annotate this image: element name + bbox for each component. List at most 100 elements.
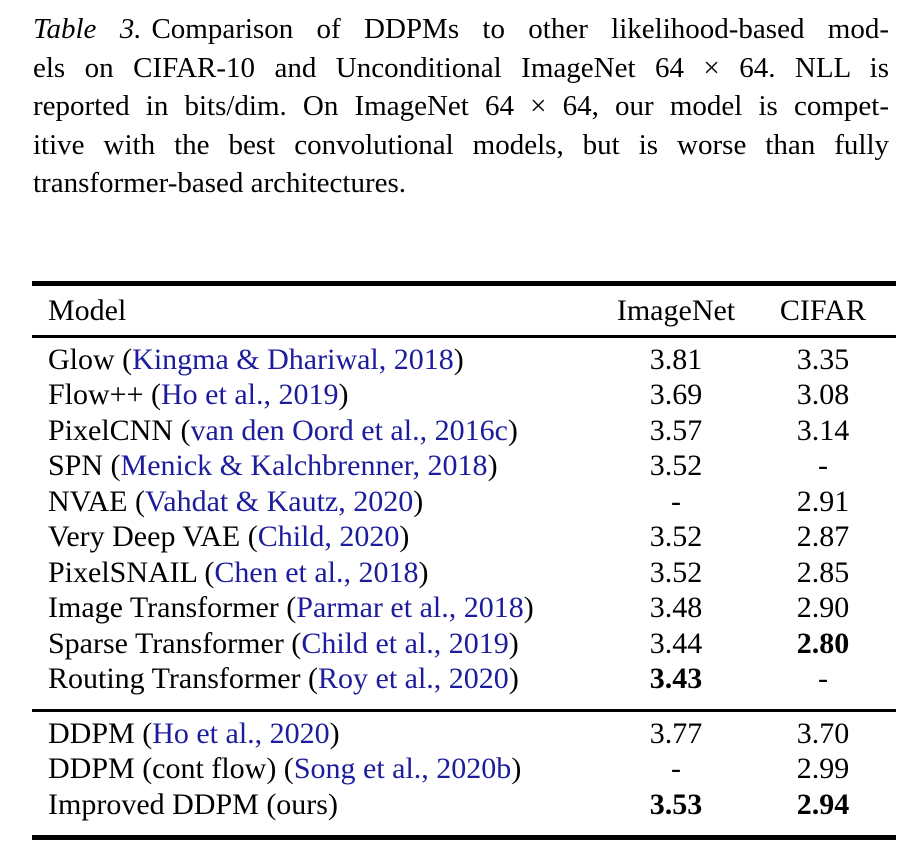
imagenet-value: 3.48: [649, 591, 703, 625]
imagenet-value: 3.57: [649, 413, 703, 447]
model-cell: NVAE (Vahdat & Kautz, 2020): [32, 485, 602, 519]
model-name-close: ): [453, 342, 464, 376]
model-name-close: ): [329, 716, 340, 750]
citation-link[interactable]: van den Oord et al., 2016c: [190, 413, 508, 447]
cifar-value: 2.99: [796, 752, 850, 786]
table-row: NVAE (Vahdat & Kautz, 2020) - 2.91: [32, 484, 896, 520]
table-header-row: Model ImageNet CIFAR: [32, 286, 896, 335]
table-caption: Table 3. Comparison of DDPMs to other lik…: [33, 10, 889, 203]
imagenet-value: 3.44: [649, 626, 703, 660]
cifar-value: 2.91: [796, 484, 850, 518]
model-name: Glow (: [48, 342, 133, 376]
model-cell: Very Deep VAE (Child, 2020): [32, 520, 602, 554]
model-name: DDPM (cont flow) (: [48, 752, 294, 786]
imagenet-value: 3.81: [649, 342, 703, 376]
table-row: SPN (Menick & Kalchbrenner, 2018) 3.52 -: [32, 449, 896, 485]
cifar-value: 3.70: [796, 716, 850, 750]
model-name-close: ): [508, 662, 519, 696]
imagenet-value: -: [671, 484, 681, 518]
caption-line: els on CIFAR-10 and Unconditional ImageN…: [33, 51, 889, 84]
results-table: Model ImageNet CIFAR Glow (Kingma & Dhar…: [32, 281, 896, 840]
citation-link[interactable]: Child, 2020: [257, 520, 400, 554]
column-header-model: Model: [48, 293, 127, 327]
cifar-value: 3.35: [796, 342, 850, 376]
citation-link[interactable]: Kingma & Dhariwal, 2018: [132, 342, 454, 376]
table-bottom-rule: [32, 834, 896, 840]
citation-link[interactable]: Child et al., 2019: [301, 626, 509, 660]
imagenet-value: 3.43: [649, 662, 703, 696]
column-header-cifar: CIFAR: [779, 293, 867, 327]
citation-link[interactable]: Chen et al., 2018: [214, 555, 419, 589]
caption-line: reported in bits/dim. On ImageNet 64 × 6…: [33, 90, 889, 122]
table-top-rule: [32, 281, 896, 286]
model-cell: PixelCNN (van den Oord et al., 2016c): [32, 414, 602, 448]
caption-line: Table 3. Comparison of DDPMs to other lik…: [33, 13, 889, 45]
model-name-close: ): [508, 626, 519, 660]
cifar-value: -: [818, 662, 828, 696]
table-row: Sparse Transformer (Child et al., 2019) 3…: [32, 626, 896, 662]
model-name: DDPM (: [48, 716, 153, 750]
citation-link[interactable]: Menick & Kalchbrenner, 2018: [120, 449, 488, 483]
cifar-value: 2.94: [796, 787, 850, 821]
table-row: DDPM (Ho et al., 2020) 3.77 3.70: [32, 716, 896, 752]
table-section-baselines: Glow (Kingma & Dhariwal, 2018) 3.81 3.35 Fl…: [32, 338, 896, 709]
model-name: Image Transformer (: [48, 591, 297, 625]
model-cell: Sparse Transformer (Child et al., 2019): [32, 627, 602, 661]
caption-table-label: Table 3.: [33, 13, 142, 45]
model-name-close: ): [399, 520, 410, 554]
citation-link[interactable]: Roy et al., 2020: [318, 662, 509, 696]
model-name: Improved DDPM (ours): [48, 787, 338, 821]
model-name: Flow++ (: [48, 378, 162, 412]
cifar-value: -: [818, 449, 828, 483]
citation-link[interactable]: Ho et al., 2020: [152, 716, 330, 750]
model-name: PixelSNAIL (: [48, 555, 215, 589]
imagenet-value: 3.52: [649, 555, 703, 589]
table-row: Very Deep VAE (Child, 2020) 3.52 2.87: [32, 520, 896, 556]
caption-line: transformer-based architectures.: [33, 167, 407, 199]
column-header-imagenet: ImageNet: [616, 293, 736, 327]
model-cell: DDPM (cont flow) (Song et al., 2020b): [32, 752, 602, 786]
model-name-close: ): [507, 413, 518, 447]
table-row: Routing Transformer (Roy et al., 2020) 3.…: [32, 662, 896, 698]
citation-link[interactable]: Ho et al., 2019: [161, 378, 339, 412]
cifar-value: 2.87: [796, 520, 850, 554]
model-name: PixelCNN (: [48, 413, 191, 447]
cifar-value: 3.08: [796, 378, 850, 412]
imagenet-value: 3.52: [649, 449, 703, 483]
model-name-close: ): [418, 555, 429, 589]
model-cell: DDPM (Ho et al., 2020): [32, 717, 602, 751]
citation-link[interactable]: Song et al., 2020b: [293, 752, 512, 786]
model-name-close: ): [511, 752, 522, 786]
model-name: Very Deep VAE (: [48, 520, 258, 554]
imagenet-value: 3.52: [649, 520, 703, 554]
table-row: Flow++ (Ho et al., 2019) 3.69 3.08: [32, 378, 896, 414]
model-name: Routing Transformer (: [48, 662, 318, 696]
table-row: Image Transformer (Parmar et al., 2018) 3…: [32, 591, 896, 627]
cifar-value: 2.90: [796, 591, 850, 625]
citation-link[interactable]: Parmar et al., 2018: [296, 591, 524, 625]
citation-link[interactable]: Vahdat & Kautz, 2020: [144, 484, 414, 518]
model-name-close: ): [487, 449, 498, 483]
model-cell: Image Transformer (Parmar et al., 2018): [32, 591, 602, 625]
model-cell: Improved DDPM (ours): [32, 788, 602, 822]
model-cell: Routing Transformer (Roy et al., 2020): [32, 662, 602, 696]
model-cell: SPN (Menick & Kalchbrenner, 2018): [32, 449, 602, 483]
table-row: PixelCNN (van den Oord et al., 2016c) 3.5…: [32, 413, 896, 449]
model-name: Sparse Transformer (: [48, 626, 302, 660]
model-name-close: ): [413, 484, 424, 518]
cifar-value: 2.85: [796, 555, 850, 589]
model-cell: PixelSNAIL (Chen et al., 2018): [32, 556, 602, 590]
cifar-value: 2.80: [796, 626, 850, 660]
table-row: PixelSNAIL (Chen et al., 2018) 3.52 2.85: [32, 555, 896, 591]
model-name: SPN (: [48, 449, 121, 483]
table-row: DDPM (cont flow) (Song et al., 2020b) - 2.…: [32, 752, 896, 788]
imagenet-value: 3.53: [649, 787, 703, 821]
caption-line: itive with the best convolutional models…: [33, 128, 889, 161]
model-name-close: ): [338, 378, 349, 412]
model-cell: Glow (Kingma & Dhariwal, 2018): [32, 343, 602, 377]
model-name: NVAE (: [48, 484, 145, 518]
model-name-close: ): [523, 591, 534, 625]
imagenet-value: 3.77: [649, 716, 703, 750]
model-cell: Flow++ (Ho et al., 2019): [32, 378, 602, 412]
